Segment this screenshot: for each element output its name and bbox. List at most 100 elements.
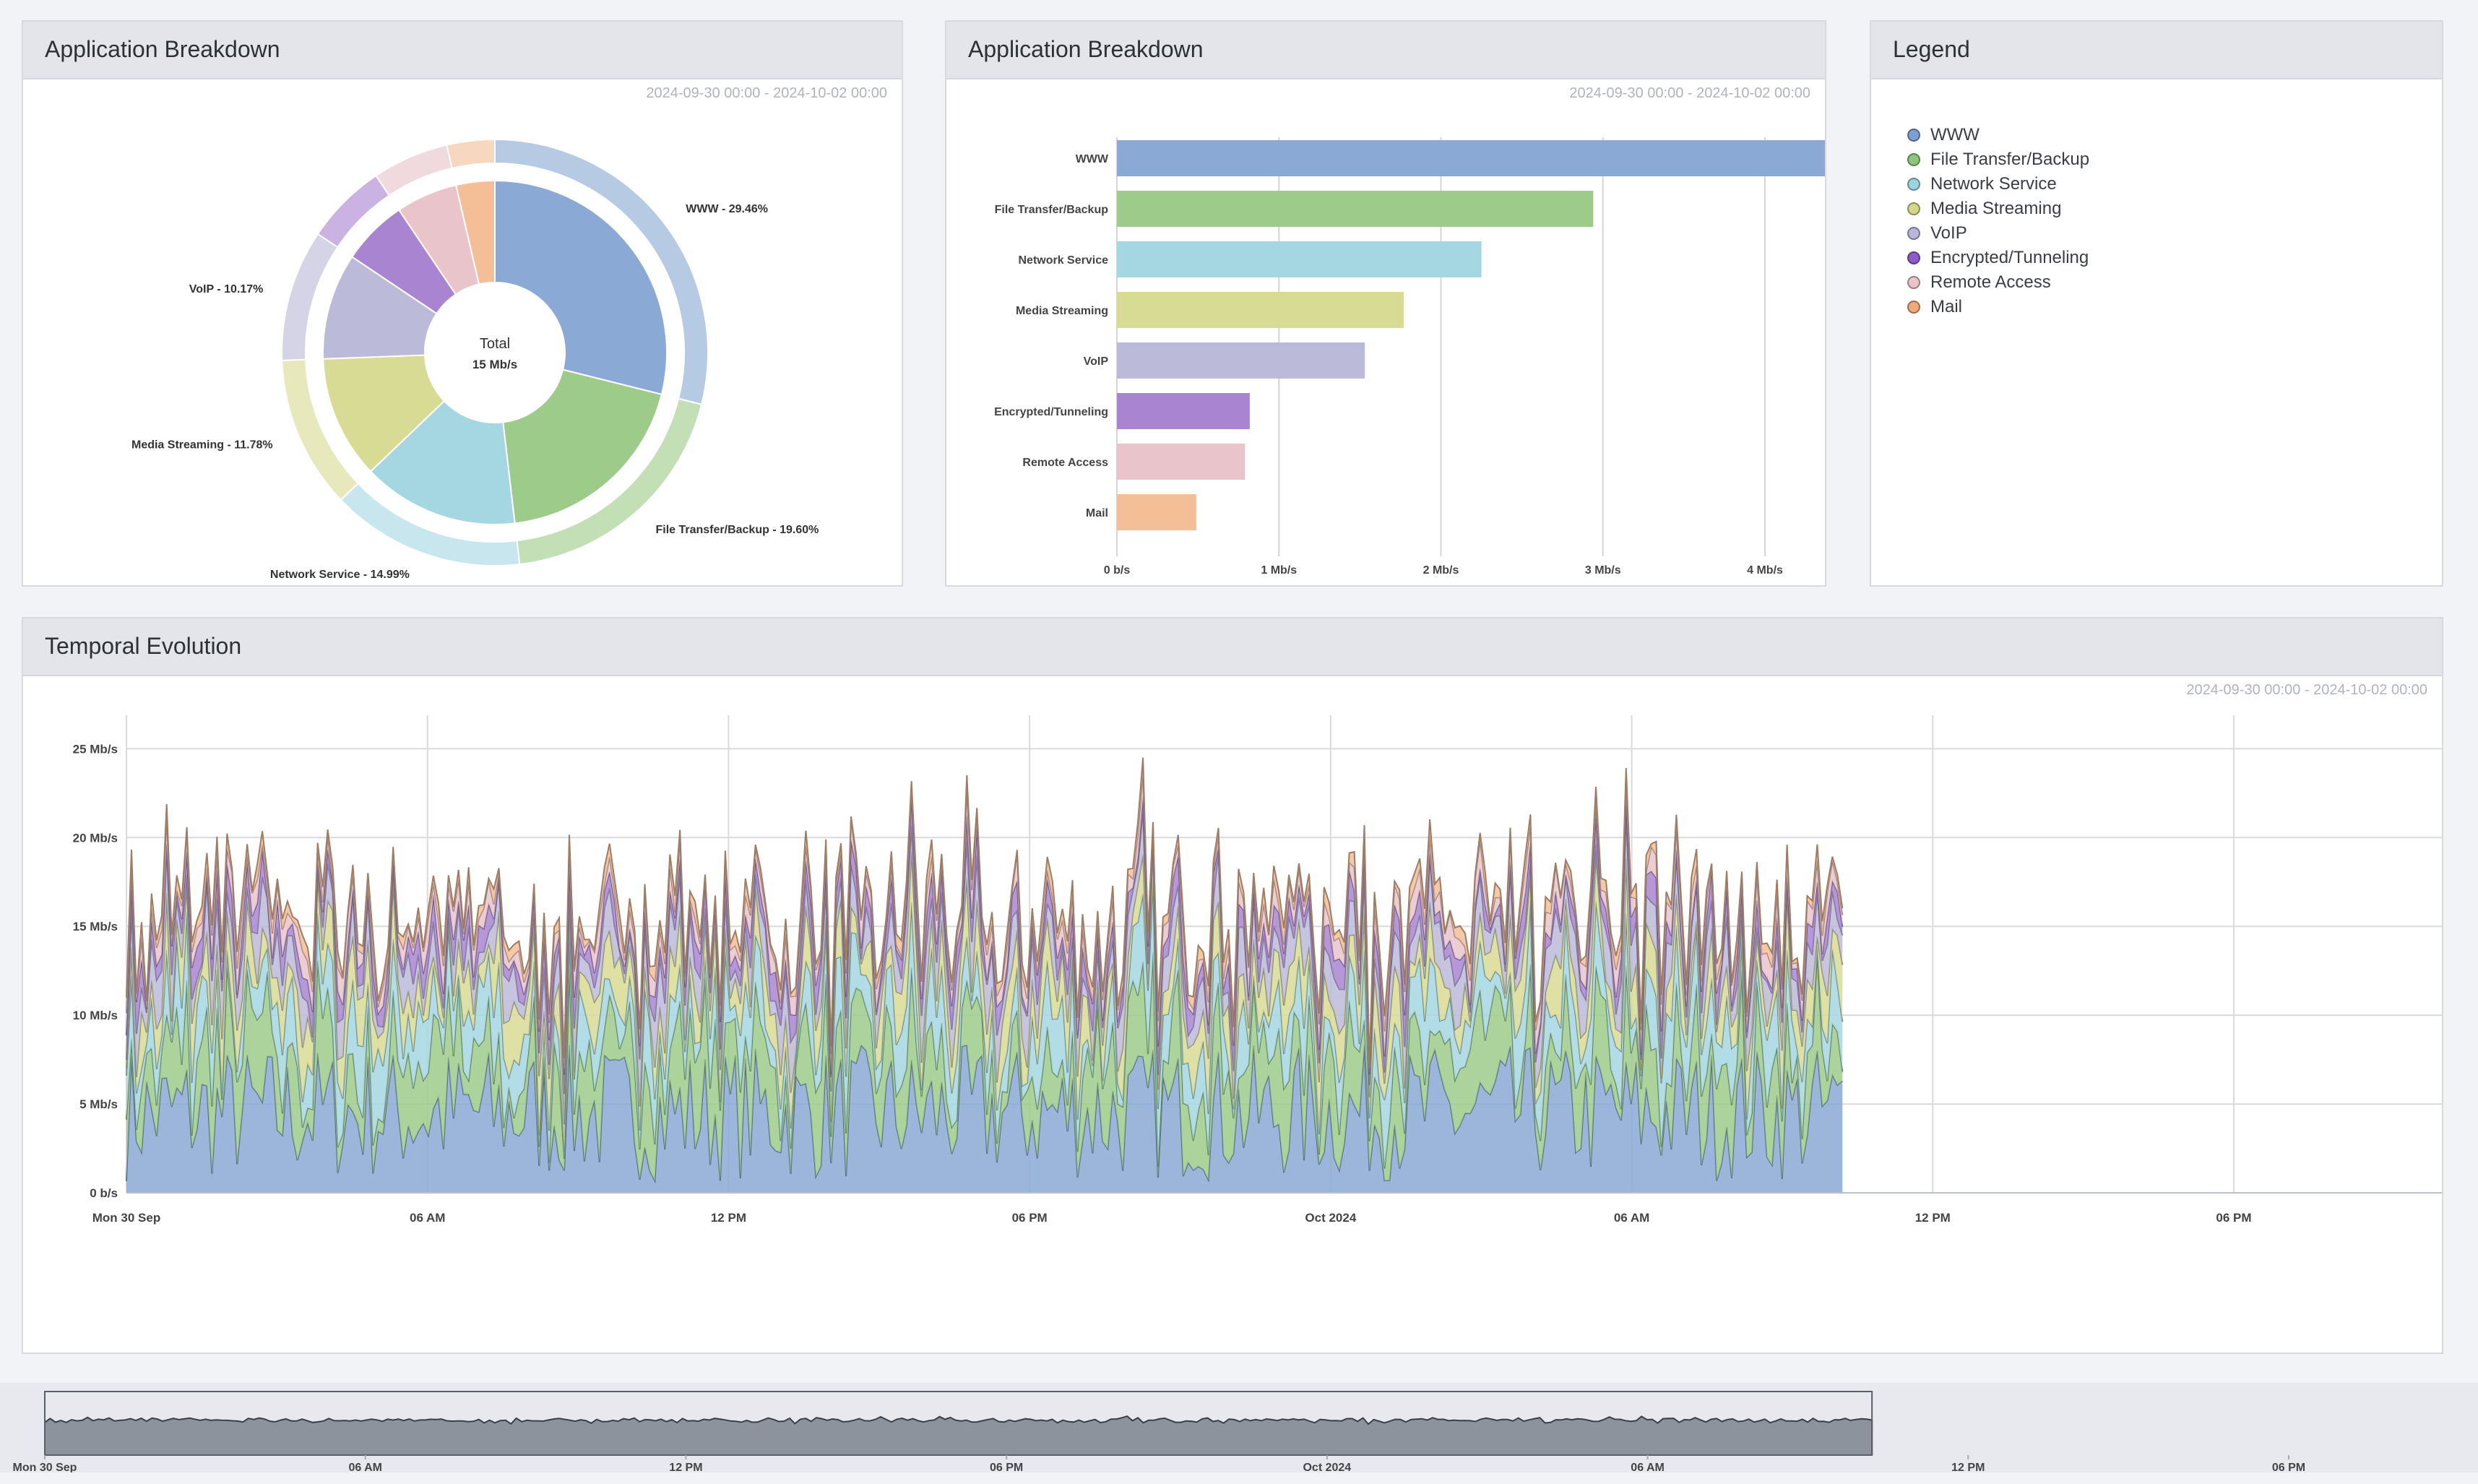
area-x-tick-label: 06 PM	[2216, 1211, 2251, 1225]
legend-label: Mail	[1930, 297, 1963, 316]
legend-list: WWW File Transfer/Backup Network Service…	[1907, 123, 2089, 319]
donut-label-file-transfer-backup: File Transfer/Backup - 19.60%	[655, 524, 819, 536]
bar-network-service	[1117, 241, 1482, 277]
donut-slice-media-streaming	[322, 354, 446, 473]
navigator-tick-label: 12 PM	[1951, 1462, 1985, 1472]
legend-swatch	[1907, 202, 1920, 215]
bar-label-voip: VoIP	[1084, 355, 1109, 368]
bar-label-encrypted-tunneling: Encrypted/Tunneling	[994, 406, 1108, 418]
navigator-range-selector	[44, 1391, 1873, 1456]
area-line-mail	[126, 757, 1844, 1066]
legend-item-file-transfer[interactable]: File Transfer/Backup	[1907, 147, 2089, 172]
bar-panel: Application Breakdown 2024-09-30 00:00 -…	[945, 20, 1826, 587]
donut-panel: Application Breakdown 2024-09-30 00:00 -…	[22, 20, 903, 587]
legend-swatch	[1907, 129, 1920, 142]
area-x-tick-label: 06 PM	[1012, 1211, 1048, 1225]
legend-label: Encrypted/Tunneling	[1930, 248, 2089, 267]
bar-mail	[1117, 494, 1196, 530]
bar-panel-title: Application Breakdown	[968, 36, 1204, 62]
legend-swatch	[1907, 251, 1920, 264]
navigator-tick-label: 06 AM	[1631, 1462, 1665, 1472]
area-x-tick-label: 12 PM	[711, 1211, 746, 1225]
legend-item-mail[interactable]: Mail	[1907, 295, 2089, 319]
donut-panel-title: Application Breakdown	[45, 36, 280, 62]
navigator-tick-label: Mon 30 Sep	[13, 1462, 77, 1472]
area-y-tick-label: 20 Mb/s	[73, 831, 118, 845]
navigator-tick-label: 06 PM	[2272, 1462, 2305, 1472]
legend-label: Remote Access	[1930, 272, 2051, 292]
donut-outer-slice-mail	[446, 138, 496, 169]
legend-label: VoIP	[1930, 223, 1967, 243]
legend-swatch	[1907, 301, 1920, 314]
legend-label: Network Service	[1930, 174, 2057, 194]
temporal-panel-header: Temporal Evolution	[23, 618, 2442, 676]
legend-item-network-service[interactable]: Network Service	[1907, 172, 2089, 197]
legend-item-voip[interactable]: VoIP	[1907, 221, 2089, 246]
area-y-tick-label: 0 b/s	[90, 1186, 118, 1200]
donut-center-value: 15 Mb/s	[472, 358, 517, 371]
legend-swatch	[1907, 178, 1920, 191]
bar-label-network-service: Network Service	[1018, 254, 1108, 267]
donut-date-range: 2024-09-30 00:00 - 2024-10-02 00:00	[646, 85, 887, 101]
donut-slice-network-service	[369, 400, 516, 525]
donut-slice-mail	[454, 179, 496, 285]
bar-x-tick-label: 2 Mb/s	[1423, 564, 1459, 577]
bar-date-range: 2024-09-30 00:00 - 2024-10-02 00:00	[1569, 85, 1810, 101]
legend-panel-title: Legend	[1893, 36, 1970, 62]
area-x-tick-label: 06 AM	[410, 1211, 445, 1225]
navigator-tick-label: 12 PM	[669, 1462, 702, 1472]
legend-item-remote-access[interactable]: Remote Access	[1907, 270, 2089, 295]
navigator-area	[44, 1415, 1873, 1456]
legend-panel: Legend WWW File Transfer/Backup Network …	[1870, 20, 2443, 587]
area-x-tick-label: 06 AM	[1614, 1211, 1649, 1225]
bar-x-tick-label: 0 b/s	[1104, 564, 1131, 577]
donut-label-voip: VoIP - 10.17%	[189, 283, 264, 295]
legend-swatch	[1907, 276, 1920, 289]
bar-remote-access	[1117, 444, 1246, 480]
area-y-tick-label: 15 Mb/s	[73, 920, 118, 933]
bar-www	[1117, 140, 1825, 176]
bar-panel-header: Application Breakdown	[946, 22, 1825, 79]
time-navigator[interactable]: Mon 30 Sep 06 AM 12 PM 06 PM Oct 2024 06 AM 12…	[0, 1383, 2478, 1472]
donut-chart: Total 15 Mb/s WWW - 29.46% File Transfer/Ba…	[131, 138, 819, 581]
donut-center-label: Total	[480, 336, 510, 352]
temporal-date-range: 2024-09-30 00:00 - 2024-10-02 00:00	[2186, 682, 2427, 698]
legend-label: File Transfer/Backup	[1930, 150, 2090, 169]
donut-slice-www	[494, 179, 668, 396]
bar-x-tick-label: 1 Mb/s	[1261, 564, 1297, 577]
bar-x-tick-label: 3 Mb/s	[1585, 564, 1621, 577]
legend-item-encrypted[interactable]: Encrypted/Tunneling	[1907, 246, 2089, 270]
legend-label: Media Streaming	[1930, 199, 2062, 218]
donut-label-www: WWW - 29.46%	[686, 203, 768, 215]
area-x-tick-label: 12 PM	[1915, 1211, 1951, 1225]
legend-label: WWW	[1930, 125, 1980, 144]
bar-chart: 0 b/s 1 Mb/s 2 Mb/s 3 Mb/s 4 Mb/s WWW File Tra…	[994, 137, 1825, 577]
bar-voip	[1117, 342, 1365, 379]
area-y-tick-label: 25 Mb/s	[73, 742, 118, 756]
bar-label-www: WWW	[1076, 153, 1109, 165]
bar-x-tick-label: 4 Mb/s	[1747, 564, 1783, 577]
donut-outer-slice-remote-access	[375, 144, 453, 197]
area-series-voip	[126, 811, 1843, 1125]
area-x-tick-label: Oct 2024	[1305, 1211, 1356, 1225]
donut-label-media-streaming: Media Streaming - 11.78%	[131, 439, 273, 452]
temporal-area-chart: 0 b/s 5 Mb/s 10 Mb/s 15 Mb/s 20 Mb/s 25 Mb/s M…	[73, 715, 2442, 1225]
legend-item-www[interactable]: WWW	[1907, 123, 2089, 147]
bar-file-transfer-backup	[1117, 191, 1594, 227]
legend-panel-header: Legend	[1871, 22, 2442, 79]
navigator-tick-label: Oct 2024	[1303, 1462, 1351, 1472]
legend-swatch	[1907, 227, 1920, 240]
area-x-tick-label: Mon 30 Sep	[92, 1211, 160, 1225]
legend-item-media-streaming[interactable]: Media Streaming	[1907, 197, 2089, 221]
navigator-tick-label: 06 PM	[990, 1462, 1023, 1472]
bar-media-streaming	[1117, 292, 1404, 328]
donut-slice-file-transfer-backup	[502, 368, 663, 525]
area-y-tick-label: 10 Mb/s	[73, 1009, 118, 1022]
temporal-panel-title: Temporal Evolution	[45, 633, 242, 659]
bar-encrypted-tunneling	[1117, 393, 1250, 429]
area-y-tick-label: 5 Mb/s	[79, 1097, 118, 1111]
bar-label-mail: Mail	[1086, 507, 1108, 519]
bar-label-media-streaming: Media Streaming	[1016, 305, 1108, 317]
donut-panel-header: Application Breakdown	[23, 22, 902, 79]
area-series-network-service	[126, 880, 1843, 1169]
